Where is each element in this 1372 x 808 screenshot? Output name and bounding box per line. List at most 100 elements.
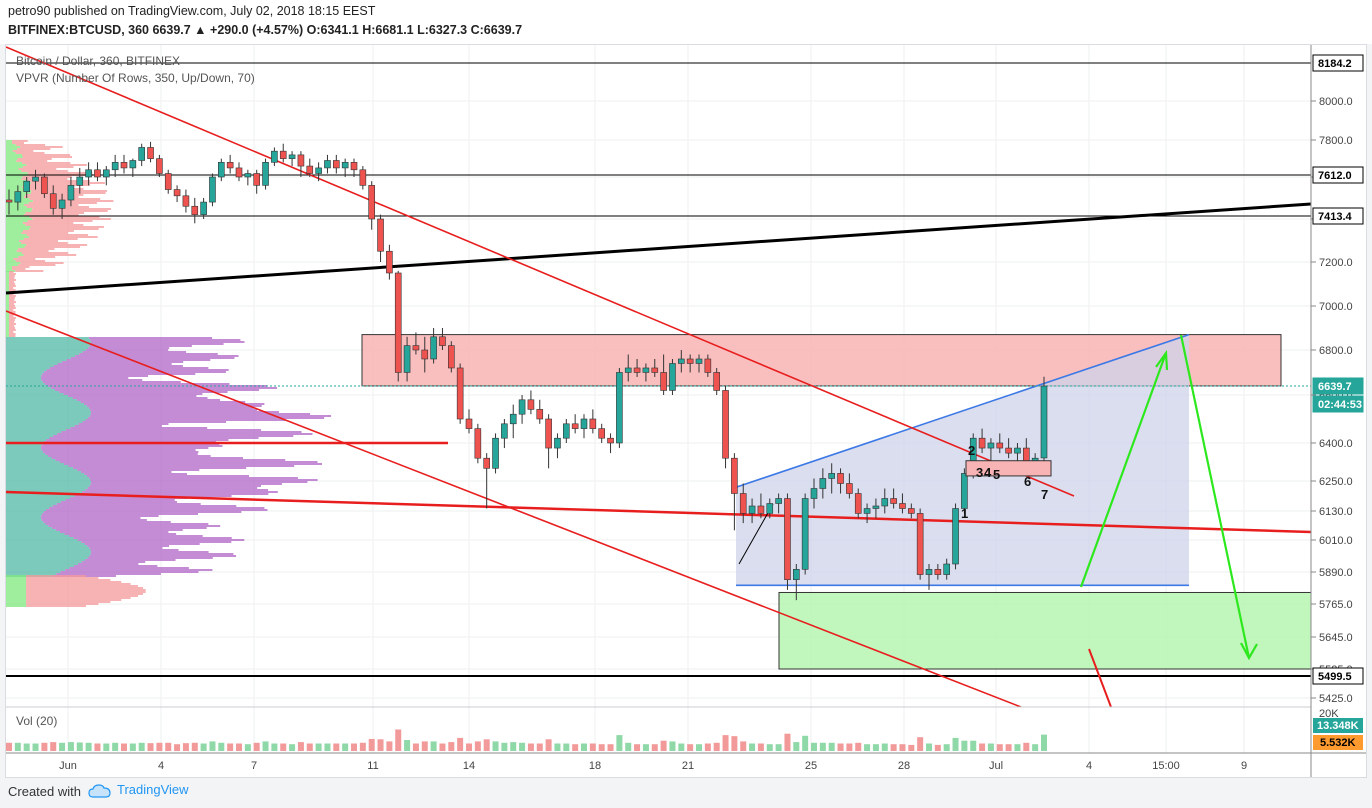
candle[interactable]	[465, 409, 473, 434]
candle[interactable]	[1014, 443, 1021, 464]
candle[interactable]	[333, 154, 340, 174]
candle[interactable]	[509, 404, 517, 439]
candle[interactable]	[890, 488, 897, 509]
candle[interactable]	[85, 162, 92, 186]
candle[interactable]	[916, 508, 924, 580]
candle[interactable]	[748, 498, 756, 524]
candle[interactable]	[607, 433, 614, 454]
candle[interactable]	[952, 503, 959, 570]
black-wedge-line[interactable]	[738, 503, 774, 565]
candle[interactable]	[58, 193, 66, 219]
candle[interactable]	[306, 158, 314, 177]
candle[interactable]	[103, 166, 110, 186]
candle[interactable]	[200, 197, 207, 219]
candle[interactable]	[686, 354, 694, 373]
support-zone[interactable]	[778, 591, 1311, 670]
candle[interactable]	[571, 414, 579, 434]
candle[interactable]	[94, 162, 101, 182]
candle[interactable]	[182, 189, 190, 213]
candle[interactable]	[757, 493, 765, 519]
candle[interactable]	[297, 151, 305, 177]
candle[interactable]	[430, 328, 437, 364]
candle[interactable]	[439, 328, 446, 350]
candle[interactable]	[138, 143, 145, 167]
candle[interactable]	[368, 181, 375, 230]
candle[interactable]	[563, 419, 570, 443]
candle[interactable]	[235, 162, 243, 182]
candle[interactable]	[448, 341, 455, 373]
candle[interactable]	[173, 185, 181, 203]
candle[interactable]	[598, 423, 605, 443]
candle[interactable]	[784, 493, 791, 590]
candle[interactable]	[76, 167, 84, 194]
candle[interactable]	[271, 147, 278, 167]
candle[interactable]	[633, 358, 641, 377]
consolidation-box[interactable]	[965, 460, 1052, 477]
candle[interactable]	[129, 158, 137, 177]
candle[interactable]	[14, 185, 22, 211]
candle[interactable]	[678, 350, 685, 373]
candle[interactable]	[359, 166, 367, 190]
candle[interactable]	[147, 141, 154, 163]
candle[interactable]	[1005, 438, 1012, 459]
green-arrow-up[interactable]	[1079, 352, 1168, 588]
ascending-triangle-area[interactable]	[736, 334, 1189, 586]
candle[interactable]	[996, 433, 1004, 454]
candle[interactable]	[775, 493, 782, 514]
candle[interactable]	[164, 169, 172, 194]
time-axis[interactable]: Jun 4 7 11 14 18 21 25 28 Jul 4 15:00 9	[59, 760, 1247, 772]
candle[interactable]	[218, 158, 225, 182]
candle[interactable]	[120, 154, 128, 174]
candle[interactable]	[32, 169, 39, 190]
candle[interactable]	[624, 354, 632, 382]
red-channel-line[interactable]	[6, 310, 1022, 707]
candle[interactable]	[421, 336, 429, 373]
candle[interactable]	[695, 354, 703, 373]
candle[interactable]	[642, 363, 650, 382]
candle[interactable]	[899, 493, 906, 514]
candle[interactable]	[934, 564, 942, 580]
candle[interactable]	[801, 493, 809, 575]
candle[interactable]	[739, 483, 747, 524]
candle[interactable]	[394, 270, 402, 382]
candle[interactable]	[156, 154, 163, 177]
candle[interactable]	[987, 438, 995, 464]
candle[interactable]	[908, 503, 915, 519]
candle[interactable]	[828, 463, 835, 494]
candle[interactable]	[279, 143, 287, 163]
candle[interactable]	[41, 173, 48, 198]
candle[interactable]	[810, 478, 818, 509]
candle[interactable]	[350, 158, 358, 177]
candle[interactable]	[854, 488, 862, 519]
tradingview-brand[interactable]: TradingView	[117, 782, 189, 797]
candle[interactable]	[341, 158, 349, 177]
candle[interactable]	[536, 399, 544, 424]
candle[interactable]	[819, 468, 827, 499]
candle[interactable]	[324, 154, 331, 174]
candle[interactable]	[474, 423, 482, 464]
candle[interactable]	[244, 169, 252, 186]
candle[interactable]	[713, 367, 720, 395]
candle[interactable]	[978, 428, 986, 454]
candle[interactable]	[704, 354, 712, 377]
candle[interactable]	[731, 453, 738, 531]
candle[interactable]	[67, 177, 75, 207]
candle[interactable]	[925, 564, 933, 590]
candle[interactable]	[23, 177, 30, 198]
black-trendline[interactable]	[6, 202, 1311, 295]
candle[interactable]	[518, 395, 526, 424]
candle[interactable]	[527, 390, 535, 415]
red-support-line[interactable]	[6, 490, 1311, 534]
candle[interactable]	[722, 385, 729, 469]
candle[interactable]	[191, 197, 199, 224]
candle[interactable]	[377, 214, 384, 262]
candle[interactable]	[943, 558, 950, 580]
green-arrow-down[interactable]	[1179, 334, 1251, 659]
candle[interactable]	[315, 162, 322, 182]
candle[interactable]	[961, 468, 968, 514]
price-chart[interactable]: 123 4 5 67 Bitcoin / Dollar, 360, BITFINEX …	[6, 45, 1366, 777]
candle[interactable]	[793, 564, 800, 601]
candle[interactable]	[580, 414, 588, 439]
candle[interactable]	[545, 414, 552, 469]
